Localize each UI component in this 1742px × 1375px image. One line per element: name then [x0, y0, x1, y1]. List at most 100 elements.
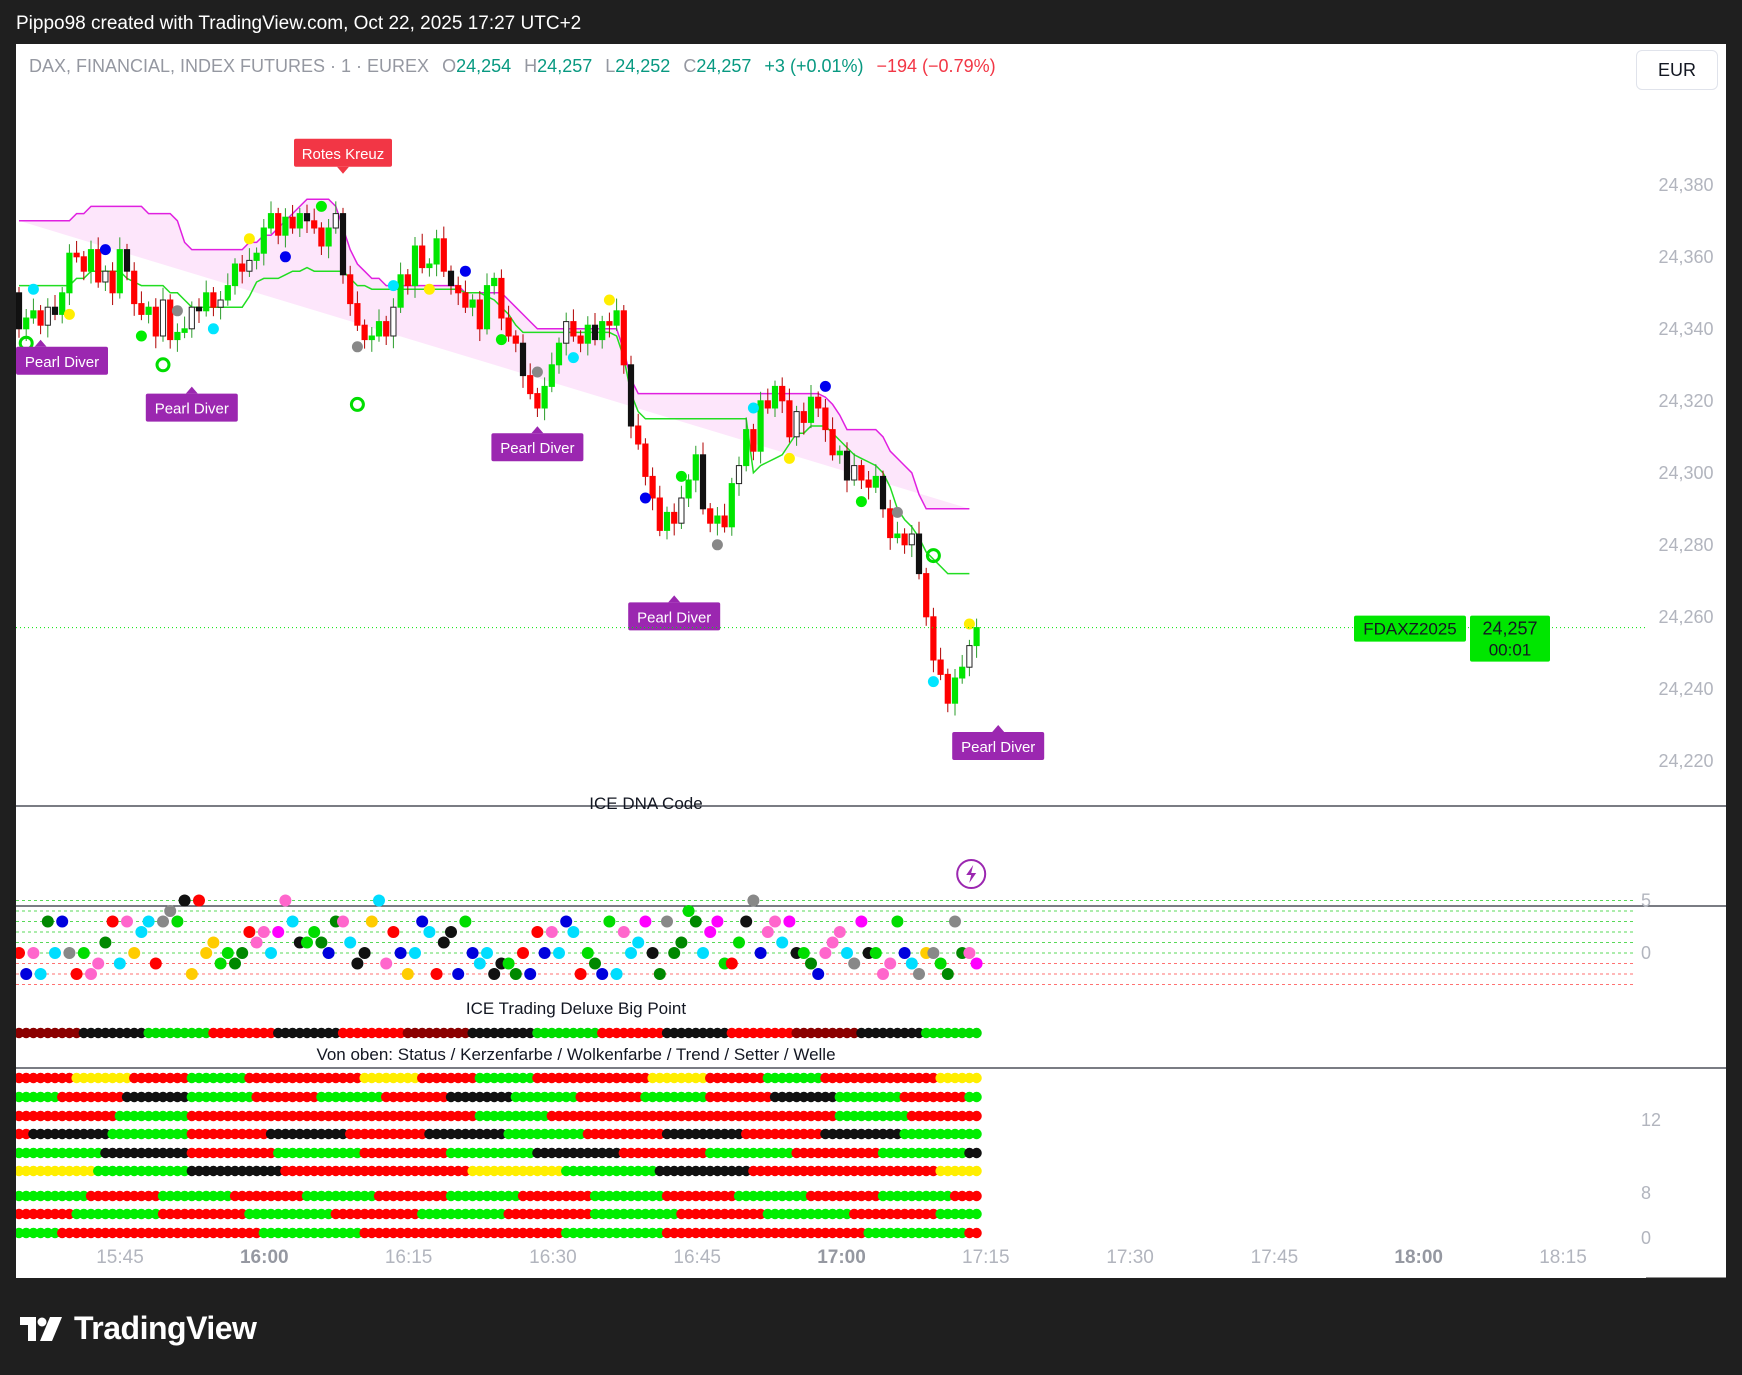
matrix-dot: [640, 1110, 651, 1122]
matrix-dot: [957, 1110, 968, 1122]
matrix-dot: [49, 1165, 61, 1177]
candle-body: [455, 285, 462, 294]
matrix-dot: [921, 1147, 932, 1159]
low-label: L: [605, 56, 616, 76]
matrix-dot: [633, 1208, 644, 1220]
candle-body: [750, 429, 757, 452]
candle-body: [174, 331, 181, 341]
matrix-dot: [777, 1147, 788, 1159]
matrix-dot: [467, 1208, 478, 1220]
matrix-dot: [863, 1165, 874, 1177]
matrix-dot: [287, 1110, 298, 1122]
matrix-dot: [402, 1147, 413, 1159]
matrix-dot: [381, 1027, 392, 1039]
matrix-dot: [323, 1208, 334, 1220]
matrix-dot: [323, 1027, 334, 1039]
matrix-dot: [201, 1091, 212, 1103]
matrix-dot: [409, 1208, 421, 1220]
matrix-dot: [690, 1128, 701, 1140]
matrix-dot: [633, 1165, 644, 1177]
matrix-dot: [870, 1027, 881, 1039]
matrix-dot: [107, 1208, 118, 1220]
matrix-dot: [820, 1091, 831, 1103]
matrix-dot: [424, 1110, 435, 1122]
matrix-dot: [647, 1027, 658, 1039]
candle-body: [311, 220, 318, 229]
matrix-dot: [301, 1208, 313, 1220]
matrix-dot: [71, 1110, 82, 1122]
matrix-dot: [215, 1027, 226, 1039]
matrix-dot: [366, 1110, 377, 1122]
matrix-dot: [388, 1190, 399, 1202]
signal-dot: [747, 402, 759, 414]
matrix-dot: [561, 1227, 572, 1239]
matrix-dot: [337, 1147, 349, 1159]
matrix-dot: [294, 1147, 305, 1159]
matrix-dot: [604, 1227, 615, 1239]
matrix-dot: [769, 1165, 781, 1177]
matrix-dot: [633, 1110, 644, 1122]
matrix-dot: [359, 1190, 370, 1202]
matrix-dot: [373, 1208, 385, 1220]
matrix-dot: [647, 1091, 658, 1103]
matrix-dot: [935, 1091, 946, 1103]
bottom-row: [16, 1227, 982, 1239]
matrix-dot: [273, 1072, 284, 1084]
matrix-dot: [107, 1128, 118, 1140]
matrix-dot: [323, 1128, 334, 1140]
matrix-dot: [237, 1208, 248, 1220]
matrix-dot: [49, 1091, 61, 1103]
signal-dot: [495, 334, 507, 346]
matrix-dot: [49, 1072, 61, 1084]
matrix-dot: [683, 1027, 694, 1039]
matrix-dot: [820, 1190, 831, 1202]
matrix-dot: [863, 1190, 874, 1202]
signal-dot: [423, 283, 435, 295]
currency-button[interactable]: EUR: [1636, 50, 1718, 90]
matrix-dot: [438, 1227, 449, 1239]
matrix-dot: [474, 1072, 485, 1084]
matrix-dot: [568, 1190, 579, 1202]
dna-point: [351, 957, 364, 970]
candle-body: [699, 454, 707, 510]
matrix-dot: [460, 1091, 471, 1103]
matrix-dot: [431, 1027, 442, 1039]
matrix-dot: [309, 1072, 320, 1084]
dna-point: [49, 947, 61, 959]
matrix-dot: [359, 1128, 370, 1140]
candle-body: [807, 396, 815, 423]
dna-point: [92, 957, 105, 970]
candle-body: [138, 303, 145, 315]
matrix-dot: [870, 1227, 881, 1239]
matrix-dot: [928, 1027, 939, 1039]
matrix-dot: [762, 1165, 773, 1177]
matrix-dot: [359, 1165, 370, 1177]
matrix-dot: [330, 1165, 341, 1177]
matrix-dot: [172, 1147, 183, 1159]
signal-dot: [675, 470, 687, 482]
matrix-dot: [892, 1128, 903, 1140]
matrix-dot: [733, 1190, 745, 1202]
matrix-dot: [733, 1165, 745, 1177]
matrix-dot: [481, 1072, 493, 1084]
symbol-title[interactable]: DAX, FINANCIAL, INDEX FUTURES · 1 · EURE…: [29, 56, 430, 76]
matrix-dot: [222, 1128, 233, 1140]
dna-point: [502, 957, 515, 970]
matrix-dot: [474, 1165, 485, 1177]
chart-frame[interactable]: 24,380 24,360 24,340 24,320 24,300 24,280 24,2…: [16, 44, 1726, 1278]
matrix-dot: [474, 1091, 485, 1103]
matrix-dot: [856, 1227, 867, 1239]
matrix-dot: [827, 1227, 838, 1239]
matrix-dot: [136, 1208, 147, 1220]
matrix-dot: [330, 1227, 341, 1239]
chart-canvas[interactable]: 24,38024,36024,34024,32024,30024,28024,2…: [16, 44, 1726, 1278]
matrix-dot: [777, 1165, 788, 1177]
matrix-dot: [222, 1190, 233, 1202]
last-price-tag-price: 24,257: [1482, 619, 1537, 639]
matrix-dot: [719, 1227, 730, 1239]
pearl-diver-label: Pearl Diver: [145, 386, 238, 422]
matrix-dot: [863, 1072, 874, 1084]
dna-point: [711, 915, 724, 928]
matrix-dot: [373, 1027, 385, 1039]
candle-body: [519, 342, 527, 377]
